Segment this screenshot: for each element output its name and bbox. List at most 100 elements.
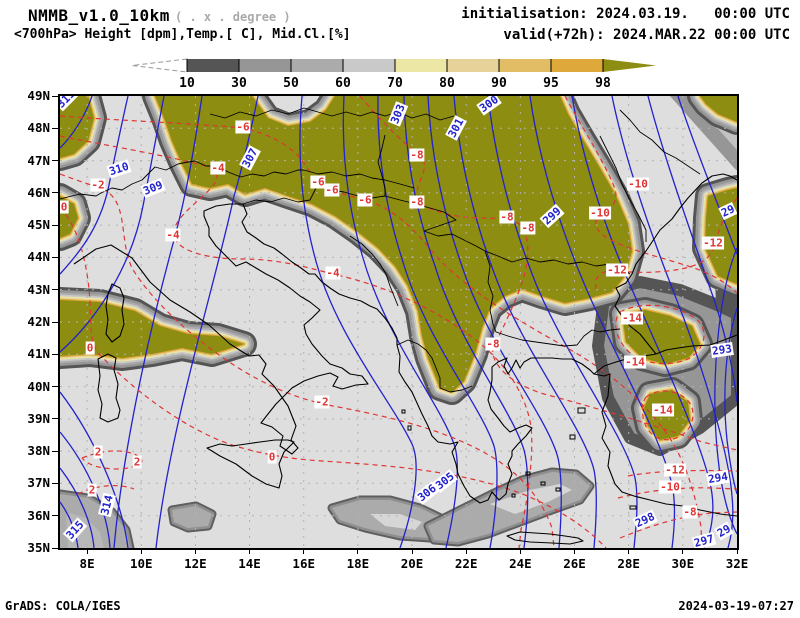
temp-contour-label: -2 bbox=[90, 178, 106, 192]
x-axis-label: 12E bbox=[184, 556, 207, 571]
x-axis-label: 14E bbox=[238, 556, 261, 571]
y-axis-label: 39N bbox=[27, 410, 50, 426]
colorbar-segment bbox=[291, 59, 343, 72]
colorbar-tick-label: 70 bbox=[387, 76, 403, 91]
y-axis-label: 38N bbox=[27, 443, 50, 459]
height-contour-label: 298 bbox=[632, 509, 658, 531]
x-axis-label: 26E bbox=[563, 556, 586, 571]
colorbar-tick-label: 98 bbox=[595, 76, 611, 91]
x-axis-label: 28E bbox=[617, 556, 640, 571]
y-axis-label: 37N bbox=[27, 475, 50, 491]
model-title: NMMB_v1.0_10km bbox=[28, 6, 170, 25]
temp-contour-label: -6 bbox=[357, 193, 373, 207]
colorbar-tick-label: 30 bbox=[231, 76, 247, 91]
temp-contour-label: 2 bbox=[93, 445, 103, 459]
x-axis-label: 18E bbox=[346, 556, 370, 571]
resolution-note: ( . x . degree ) bbox=[175, 10, 291, 24]
temp-contour-label: -12 bbox=[664, 463, 686, 477]
height-contour-label: 314 bbox=[98, 492, 116, 518]
y-axis-tick bbox=[52, 418, 58, 420]
x-axis-tick bbox=[86, 548, 88, 554]
temp-contour-label: -10 bbox=[589, 206, 611, 220]
temp-contour-label: -10 bbox=[659, 480, 681, 494]
x-axis-label: 20E bbox=[400, 556, 424, 571]
colorbar-segment bbox=[187, 59, 239, 72]
colorbar-segment bbox=[499, 59, 551, 72]
height-contour-label: 307 bbox=[239, 145, 261, 171]
y-axis-tick bbox=[52, 515, 58, 517]
height-contour-label: 309 bbox=[140, 177, 166, 199]
x-axis-tick bbox=[628, 548, 630, 554]
height-contour-label: 301 bbox=[445, 115, 467, 141]
colorbar-tick-label: 80 bbox=[439, 76, 455, 91]
y-axis-tick bbox=[52, 224, 58, 226]
colorbar-segment bbox=[239, 59, 291, 72]
y-axis-tick bbox=[52, 95, 58, 97]
temp-contour-label: -8 bbox=[485, 337, 501, 351]
x-axis-label: 32E bbox=[725, 556, 749, 571]
initialisation-time: initialisation: 2024.03.19. 00:00 UTC bbox=[461, 6, 790, 22]
temp-contour-label: -8 bbox=[409, 195, 425, 209]
colorbar-tick-label: 90 bbox=[491, 76, 507, 91]
temp-contour-label: -4 bbox=[325, 266, 341, 280]
y-axis-label: 36N bbox=[27, 507, 50, 523]
colorbar-above-arrow bbox=[603, 59, 656, 72]
temp-contour-label: 2 bbox=[87, 483, 97, 497]
colorbar-segment bbox=[395, 59, 447, 72]
y-axis-tick bbox=[52, 192, 58, 194]
temp-contour-label: 0 bbox=[267, 450, 277, 464]
height-contour-label: 29 bbox=[714, 521, 734, 541]
height-contour-label: 315 bbox=[62, 517, 88, 543]
y-axis-label: 46N bbox=[27, 184, 50, 200]
temp-contour-label: -8 bbox=[682, 505, 698, 519]
y-axis-tick bbox=[52, 160, 58, 162]
temp-contour-label: -8 bbox=[409, 148, 425, 162]
y-axis-label: 47N bbox=[27, 152, 50, 168]
y-axis-tick bbox=[52, 450, 58, 452]
y-axis-label: 40N bbox=[27, 378, 50, 394]
height-contour-label: 29 bbox=[718, 201, 737, 221]
x-axis-tick bbox=[249, 548, 251, 554]
height-contour-label: 297 bbox=[691, 531, 717, 548]
temperature-contours bbox=[60, 96, 737, 548]
colorbar-segment bbox=[447, 59, 499, 72]
temp-contour-label: -10 bbox=[627, 177, 649, 191]
y-axis-label: 35N bbox=[27, 540, 50, 555]
y-axis-tick bbox=[52, 321, 58, 323]
x-axis-tick bbox=[574, 548, 576, 554]
y-axis-label: 41N bbox=[27, 346, 50, 362]
x-axis-tick bbox=[465, 548, 467, 554]
x-axis-label: 8E bbox=[79, 556, 95, 571]
temp-contour-label: -14 bbox=[621, 311, 643, 325]
temp-contour-label: -8 bbox=[499, 210, 515, 224]
y-axis-tick bbox=[52, 127, 58, 129]
temp-contour-label: -6 bbox=[235, 120, 251, 134]
y-axis-label: 45N bbox=[27, 217, 50, 233]
colorbar-segment bbox=[551, 59, 603, 72]
x-axis-tick bbox=[357, 548, 359, 554]
cloud-cover-colorbar: 10 30 50 60 70 80 90 95 98 bbox=[131, 58, 656, 91]
temp-contour-label: -4 bbox=[165, 228, 181, 242]
y-axis-tick bbox=[52, 482, 58, 484]
height-contour-label: 303 bbox=[387, 101, 409, 127]
height-contour-label: 311 bbox=[60, 96, 79, 112]
contour-label-layer: 311 310 309 307 303 301 300 299 29 293 294 298 297 29… bbox=[60, 96, 737, 548]
x-axis-tick bbox=[303, 548, 305, 554]
colorbar-tick-label: 60 bbox=[335, 76, 351, 91]
colorbar-below-arrow bbox=[131, 58, 188, 73]
valid-time: valid(+72h): 2024.MAR.22 00:00 UTC bbox=[503, 27, 790, 43]
temp-contour-label: -4 bbox=[210, 161, 226, 175]
temp-contour-label: -12 bbox=[606, 263, 628, 277]
y-axis-label: 43N bbox=[27, 281, 50, 297]
x-axis-tick bbox=[140, 548, 142, 554]
height-contour-label: 300 bbox=[476, 96, 502, 116]
x-axis-label: 30E bbox=[671, 556, 695, 571]
creation-timestamp: 2024-03-19-07:27 bbox=[678, 599, 794, 613]
temp-contour-label: -8 bbox=[520, 221, 536, 235]
x-axis-label: 16E bbox=[292, 556, 315, 571]
temp-contour-label: 2 bbox=[132, 455, 142, 469]
x-axis-tick bbox=[194, 548, 196, 554]
temp-contour-label: -2 bbox=[314, 395, 330, 409]
y-axis-tick bbox=[52, 256, 58, 258]
y-axis-label: 48N bbox=[27, 120, 50, 136]
